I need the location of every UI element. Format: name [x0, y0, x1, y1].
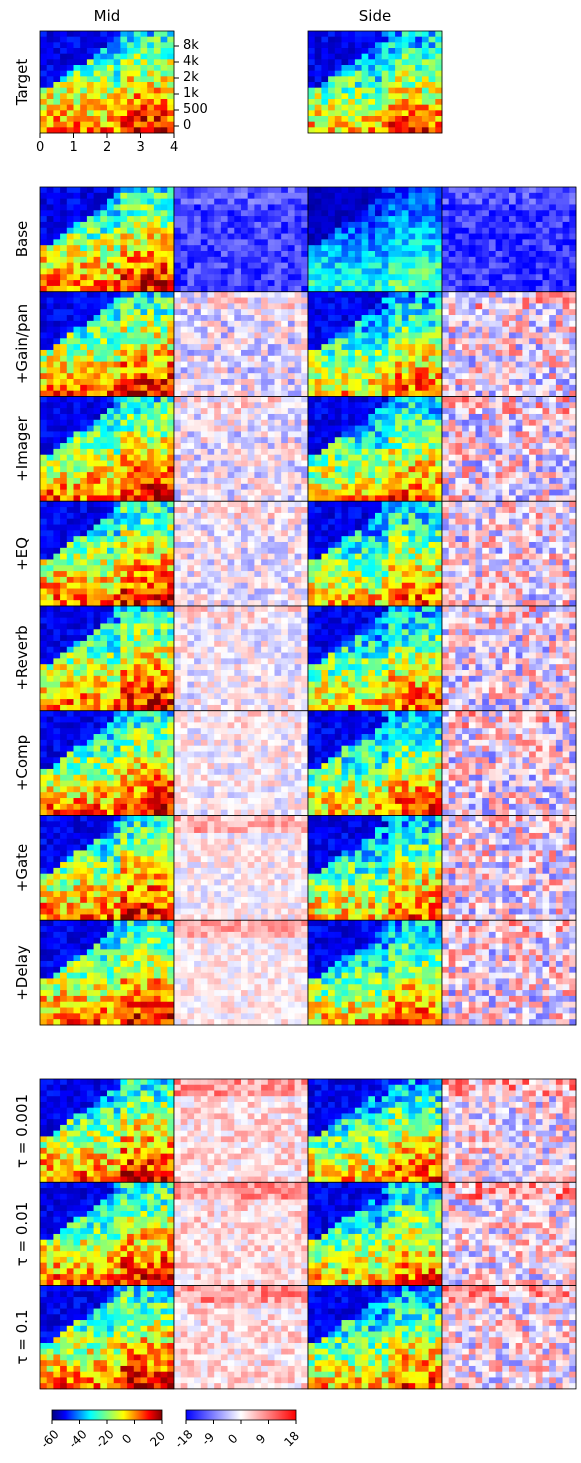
x-tick-label: 3 — [136, 140, 145, 155]
row-label-7: +Delay — [13, 944, 31, 1001]
row-6-side-spectrogram — [307, 815, 443, 921]
row-1-side-error — [441, 291, 577, 397]
row-5-mid-error — [173, 710, 309, 816]
row-4-mid-error — [173, 605, 309, 712]
row-label-2: +Imager — [13, 416, 31, 482]
row-3-side-spectrogram — [307, 500, 443, 607]
row-6-side-error — [441, 815, 577, 921]
x-tick-label: 0 — [36, 140, 45, 155]
row-label-5: +Comp — [13, 734, 31, 792]
row-label-6: +Gate — [13, 843, 31, 893]
tau-row-0-mid-spectrogram — [39, 1078, 175, 1183]
row-label-1: +Gain/pan — [13, 303, 31, 385]
row-4-side-error — [441, 605, 577, 712]
target-side-spectrogram — [307, 30, 443, 134]
row-6-mid-error — [173, 815, 309, 921]
column-title-mid: Mid — [93, 7, 121, 25]
row-1-side-spectrogram — [307, 291, 443, 397]
x-tick-label: 2 — [103, 140, 112, 155]
y-tick-label: 0 — [183, 118, 192, 133]
y-tick-label: 4k — [183, 54, 199, 69]
target-mid-spectrogram — [39, 30, 175, 134]
row-0-mid-spectrogram — [39, 186, 175, 293]
row-2-side-error — [441, 396, 577, 502]
row-1-mid-error — [173, 291, 309, 397]
colorbar-spectrogram — [51, 1409, 163, 1421]
row-2-side-spectrogram — [307, 396, 443, 502]
row-3-mid-spectrogram — [39, 500, 175, 607]
row-5-side-spectrogram — [307, 710, 443, 816]
tau-row-2-mid-error — [173, 1285, 309, 1390]
row-3-side-error — [441, 500, 577, 607]
row-7-side-error — [441, 919, 577, 1026]
row-label-target: Target — [13, 58, 31, 106]
column-title-side: Side — [358, 7, 392, 25]
row-1-mid-spectrogram — [39, 291, 175, 397]
tau-row-2-side-error — [441, 1285, 577, 1390]
colorbar-error — [185, 1409, 297, 1421]
row-2-mid-error — [173, 396, 309, 502]
tau-row-1-side-error — [441, 1181, 577, 1287]
row-6-mid-spectrogram — [39, 815, 175, 921]
y-tick-label: 1k — [183, 86, 199, 101]
row-5-mid-spectrogram — [39, 710, 175, 816]
tau-row-0-side-error — [441, 1078, 577, 1183]
row-label-tau-0: τ = 0.001 — [13, 1093, 31, 1168]
tau-row-1-side-spectrogram — [307, 1181, 443, 1287]
tau-row-2-side-spectrogram — [307, 1285, 443, 1390]
row-0-side-error — [441, 186, 577, 293]
tau-row-1-mid-error — [173, 1181, 309, 1287]
row-3-mid-error — [173, 500, 309, 607]
tau-row-0-mid-error — [173, 1078, 309, 1183]
tau-row-2-mid-spectrogram — [39, 1285, 175, 1390]
row-label-tau-2: τ = 0.1 — [13, 1309, 31, 1365]
y-tick-label: 8k — [183, 38, 199, 53]
row-7-mid-error — [173, 919, 309, 1026]
row-label-4: +Reverb — [13, 625, 31, 692]
row-7-side-spectrogram — [307, 919, 443, 1026]
row-0-mid-error — [173, 186, 309, 293]
row-label-0: Base — [13, 221, 31, 258]
x-tick-label: 4 — [170, 140, 179, 155]
row-4-mid-spectrogram — [39, 605, 175, 712]
row-2-mid-spectrogram — [39, 396, 175, 502]
row-0-side-spectrogram — [307, 186, 443, 293]
x-tick-label: 1 — [69, 140, 78, 155]
row-label-tau-1: τ = 0.01 — [13, 1201, 31, 1267]
row-4-side-spectrogram — [307, 605, 443, 712]
row-7-mid-spectrogram — [39, 919, 175, 1026]
tau-row-0-side-spectrogram — [307, 1078, 443, 1183]
y-tick-label: 2k — [183, 70, 199, 85]
y-tick-label: 500 — [183, 102, 208, 117]
row-label-3: +EQ — [13, 536, 31, 571]
row-5-side-error — [441, 710, 577, 816]
tau-row-1-mid-spectrogram — [39, 1181, 175, 1287]
